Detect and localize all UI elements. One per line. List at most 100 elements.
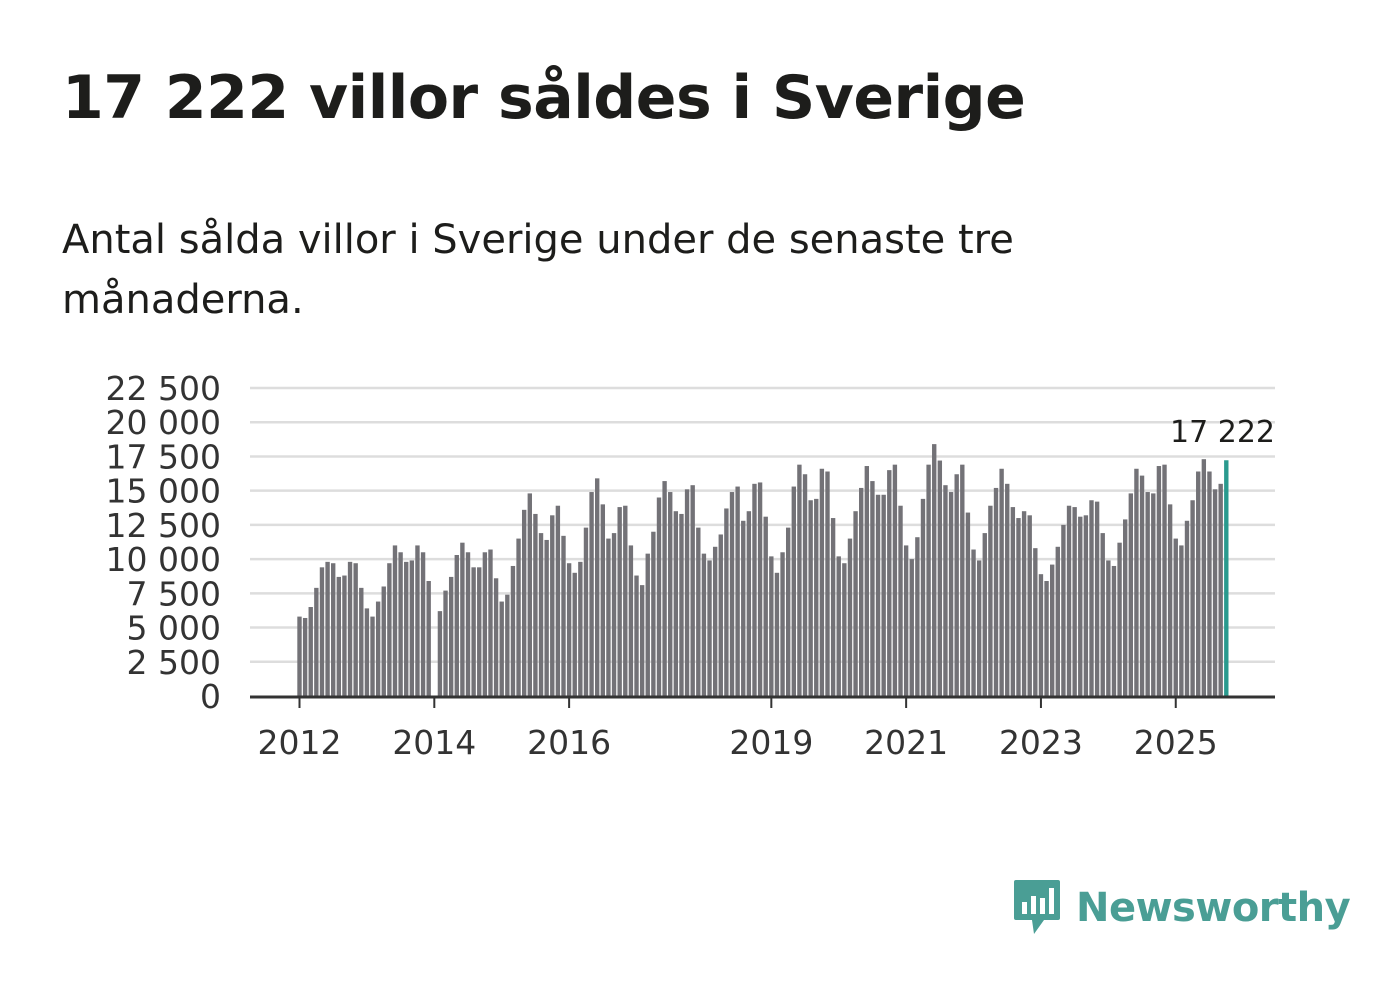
- bar: [774, 572, 780, 696]
- bar: [1218, 483, 1223, 696]
- bar: [651, 531, 656, 696]
- bar: [1021, 511, 1027, 696]
- bar: [392, 545, 398, 696]
- bar: [510, 565, 516, 696]
- bar: [859, 487, 864, 696]
- bar: [623, 505, 628, 696]
- bar: [415, 545, 420, 696]
- bar: [1044, 581, 1049, 696]
- bar: [853, 511, 858, 696]
- x-tick-label: 2025: [1134, 723, 1218, 762]
- bar: [898, 505, 903, 696]
- bar: [359, 587, 364, 696]
- y-tick-label: 22 500: [106, 369, 221, 408]
- bar: [1156, 466, 1162, 696]
- bar: [752, 483, 757, 696]
- bar: [684, 489, 690, 696]
- y-tick-label: 2 500: [127, 643, 221, 682]
- bar: [336, 576, 342, 696]
- bar: [1184, 520, 1190, 696]
- bar: [763, 516, 768, 696]
- bar: [325, 561, 330, 696]
- bar: [572, 572, 577, 696]
- bar: [757, 482, 763, 696]
- bar: [892, 464, 898, 696]
- bar: [1134, 468, 1139, 696]
- y-tick-label: 10 000: [106, 540, 221, 579]
- bar: [1055, 546, 1060, 696]
- bar: [718, 534, 723, 696]
- bar: [965, 512, 971, 696]
- bar: [566, 563, 572, 696]
- bar: [308, 607, 313, 696]
- bar: [797, 464, 802, 696]
- bar: [375, 601, 381, 696]
- bar: [426, 581, 431, 696]
- bar: [471, 567, 476, 696]
- bar: [1083, 515, 1089, 696]
- bar: [741, 520, 746, 696]
- bar: [802, 474, 808, 696]
- bar: [353, 563, 358, 696]
- bar: [808, 500, 813, 696]
- bar: [1094, 501, 1100, 696]
- x-tick-label: 2019: [729, 723, 813, 762]
- bar: [864, 466, 870, 696]
- bar: [881, 494, 886, 696]
- bar: [319, 567, 325, 696]
- bar: [1212, 489, 1218, 696]
- bar: [875, 494, 881, 696]
- bar: [448, 576, 454, 696]
- bar: [505, 594, 510, 696]
- bar: [993, 487, 999, 696]
- bar: [465, 552, 471, 696]
- bar: [926, 464, 931, 696]
- bar: [561, 535, 566, 696]
- newsworthy-logo: Newsworthy: [1012, 878, 1351, 938]
- bar: [639, 585, 645, 696]
- bar: [903, 545, 909, 696]
- bar: [707, 560, 712, 696]
- bar: [976, 560, 982, 696]
- bar: [454, 555, 459, 696]
- bar: [521, 509, 527, 696]
- bar: [673, 511, 679, 696]
- bar: [1128, 493, 1134, 696]
- bar: [746, 511, 752, 696]
- bar: [920, 498, 926, 696]
- bar: [1179, 545, 1184, 696]
- bar: [595, 478, 600, 696]
- bar: [1033, 548, 1038, 696]
- bar: [611, 533, 617, 696]
- y-tick-label: 12 500: [106, 506, 221, 545]
- bar: [1117, 542, 1122, 696]
- bar: [729, 492, 735, 696]
- bar: [696, 527, 701, 696]
- bar: [370, 616, 375, 696]
- bar: [578, 561, 583, 696]
- bar: [1100, 533, 1105, 696]
- x-tick-label: 2014: [392, 723, 476, 762]
- bar: [617, 507, 622, 696]
- bar: [499, 601, 504, 696]
- y-tick-label: 0: [200, 677, 221, 716]
- x-axis-ticks: 2012 2014 2016 2019 2021 2023 2025: [258, 697, 1218, 762]
- bar: [769, 556, 774, 696]
- x-tick-label: 2023: [999, 723, 1083, 762]
- bar: [701, 553, 707, 696]
- chart-subtitle: Antal sålda villor i Sverige under de se…: [62, 217, 1014, 323]
- bar: [887, 470, 892, 696]
- bar: [819, 468, 825, 696]
- bar: [398, 552, 403, 696]
- bar: [932, 444, 937, 696]
- bar: [628, 545, 634, 696]
- bar: [724, 508, 729, 696]
- bar: [937, 460, 943, 696]
- bar: [915, 537, 920, 696]
- bar: [1089, 500, 1094, 696]
- bar: [381, 586, 386, 696]
- bar: [606, 538, 611, 696]
- bar: [420, 552, 426, 696]
- bar: [948, 492, 954, 696]
